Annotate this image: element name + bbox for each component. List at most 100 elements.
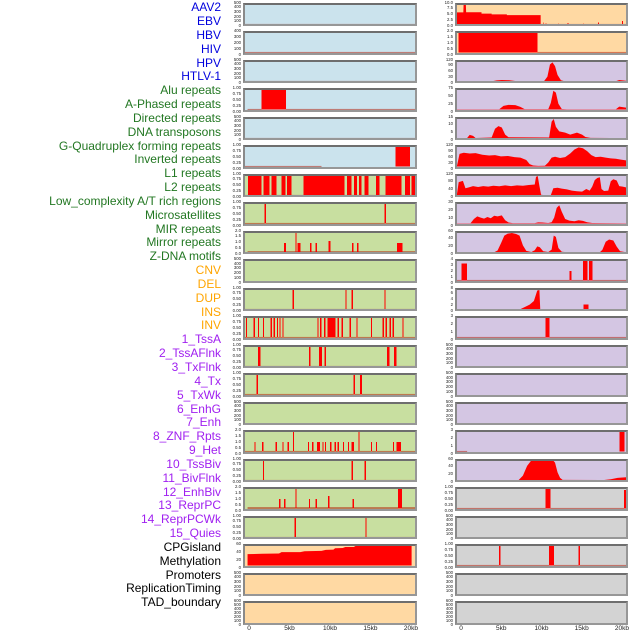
x-tick-label: 0	[247, 625, 251, 630]
area-signal	[457, 61, 626, 81]
baseline-signal	[245, 308, 415, 309]
track-label-dna-transposons: DNA transposons	[127, 124, 221, 139]
y-tick-label: 2.0	[235, 426, 241, 432]
y-tick-label: 500	[445, 512, 453, 518]
data-series-ebv	[245, 51, 415, 53]
bar-signal	[247, 175, 262, 195]
plot-panel-l1-repeats	[243, 344, 417, 368]
y-tick-label: 1.0	[235, 495, 241, 501]
y-tick-label: 0	[238, 79, 241, 85]
bar-signal	[385, 175, 402, 195]
bar-signal	[318, 346, 322, 366]
data-series-mirror-repeats	[247, 489, 415, 509]
y-tick-label: 0.00	[232, 478, 241, 484]
track-label-mir-repeats: MIR repeats	[155, 221, 221, 236]
y-tick-label: 0.25	[232, 301, 241, 307]
y-tick-label: 300	[445, 350, 453, 356]
y-tick-label: 1.5	[447, 33, 453, 39]
y-tick-label: 0.5	[235, 444, 241, 450]
data-series-cnv	[247, 546, 412, 566]
y-tick-label: 200	[233, 39, 241, 45]
baseline-signal	[245, 365, 415, 366]
y-tick-label: 0	[238, 279, 241, 285]
bar-signal	[312, 441, 314, 452]
y-tick-label: 25	[448, 100, 453, 106]
data-series-ins	[457, 4, 626, 24]
y-tick-label: 1	[450, 328, 453, 334]
data-series-7-enh	[457, 232, 626, 252]
bar-signal	[395, 147, 410, 167]
bar-signal	[316, 441, 321, 452]
y-tick-label: 20	[236, 556, 241, 562]
y-tick-label: 500	[233, 0, 241, 5]
bar-signal	[558, 22, 560, 24]
y-tick-label: 2.0	[447, 27, 453, 33]
y-tick-label: 200	[233, 613, 241, 619]
y-tick-label: 4	[450, 296, 453, 302]
y-tick-label: 1.00	[232, 341, 241, 347]
y-tick-label: 0.50	[232, 467, 241, 473]
bar-signal	[315, 242, 317, 252]
y-tick-label: 100	[233, 617, 241, 623]
y-tick-label: 300	[445, 521, 453, 527]
y-tick-label: 1	[450, 442, 453, 448]
bar-signal	[393, 346, 397, 366]
y-tick-label: 0	[450, 393, 453, 399]
y-tick-label: 0.50	[232, 96, 241, 102]
y-tick-label: 300	[233, 122, 241, 128]
y-tick-label: 0.25	[232, 529, 241, 535]
bar-signal	[583, 304, 589, 309]
track-label-12-enhbiv: 12_EnhBiv	[162, 484, 221, 499]
x-tick-label: 0	[459, 625, 463, 630]
baseline-signal	[245, 393, 415, 395]
y-tick-label: 100	[233, 75, 241, 81]
y-tick-label: 0.0	[235, 507, 241, 513]
y-tick-label: 0.25	[232, 387, 241, 393]
baseline-signal	[247, 108, 415, 110]
y-tick-label: 75	[448, 84, 453, 90]
bar-signal	[273, 318, 275, 338]
y-tick-label: 1.5	[235, 233, 241, 239]
data-series-tad-boundary	[457, 603, 626, 623]
y-tick-label: 100	[445, 531, 453, 537]
y-tick-label: 0.75	[232, 318, 241, 324]
plot-panel-inverted-repeats	[243, 316, 417, 340]
track-label-promoters: Promoters	[165, 567, 221, 582]
y-tick-label: 500	[445, 369, 453, 375]
bar-signal	[294, 517, 296, 537]
baseline-signal	[245, 536, 415, 537]
bar-signal	[461, 263, 468, 281]
y-tick-label: 1.00	[232, 512, 241, 518]
y-tick-label: 2	[450, 301, 453, 307]
bar-signal	[358, 432, 360, 452]
track-label-a-phased-repeats: A-Phased repeats	[124, 97, 221, 112]
plot-panel-9-het	[455, 287, 628, 311]
data-series-dup	[245, 603, 415, 623]
plot-panel-14-reprpcwk	[455, 430, 628, 454]
bar-signal	[256, 375, 258, 395]
data-series-htlv-1	[245, 147, 410, 167]
plot-panel-12-enhbiv	[455, 373, 628, 397]
track-label-cpgisland: CPGisland	[163, 539, 221, 554]
y-tick-label: 200	[233, 70, 241, 76]
plot-panel-2-tssaflnk	[455, 88, 628, 112]
plot-panel-hpv	[243, 116, 417, 140]
data-series-5-txwk	[457, 175, 626, 195]
y-tick-label: 60	[448, 455, 453, 461]
y-tick-label: 0	[238, 621, 241, 627]
y-tick-label: 0.25	[232, 216, 241, 222]
y-tick-label: 1.5	[235, 489, 241, 495]
y-tick-label: 0.00	[232, 364, 241, 370]
track-label-alu-repeats: Alu repeats	[160, 83, 221, 98]
data-series-4-tx	[457, 147, 626, 167]
x-tick-label: 10kb	[322, 625, 338, 630]
y-tick-label: 300	[233, 265, 241, 271]
y-tick-label: 0	[450, 79, 453, 85]
y-tick-label: 300	[233, 407, 241, 413]
y-tick-label: 20	[448, 471, 453, 477]
plot-panel-microsatellites	[243, 430, 417, 454]
y-tick-label: 0.25	[232, 472, 241, 478]
bar-signal	[397, 242, 403, 252]
area-signal	[247, 546, 412, 566]
baseline-signal	[245, 479, 415, 480]
